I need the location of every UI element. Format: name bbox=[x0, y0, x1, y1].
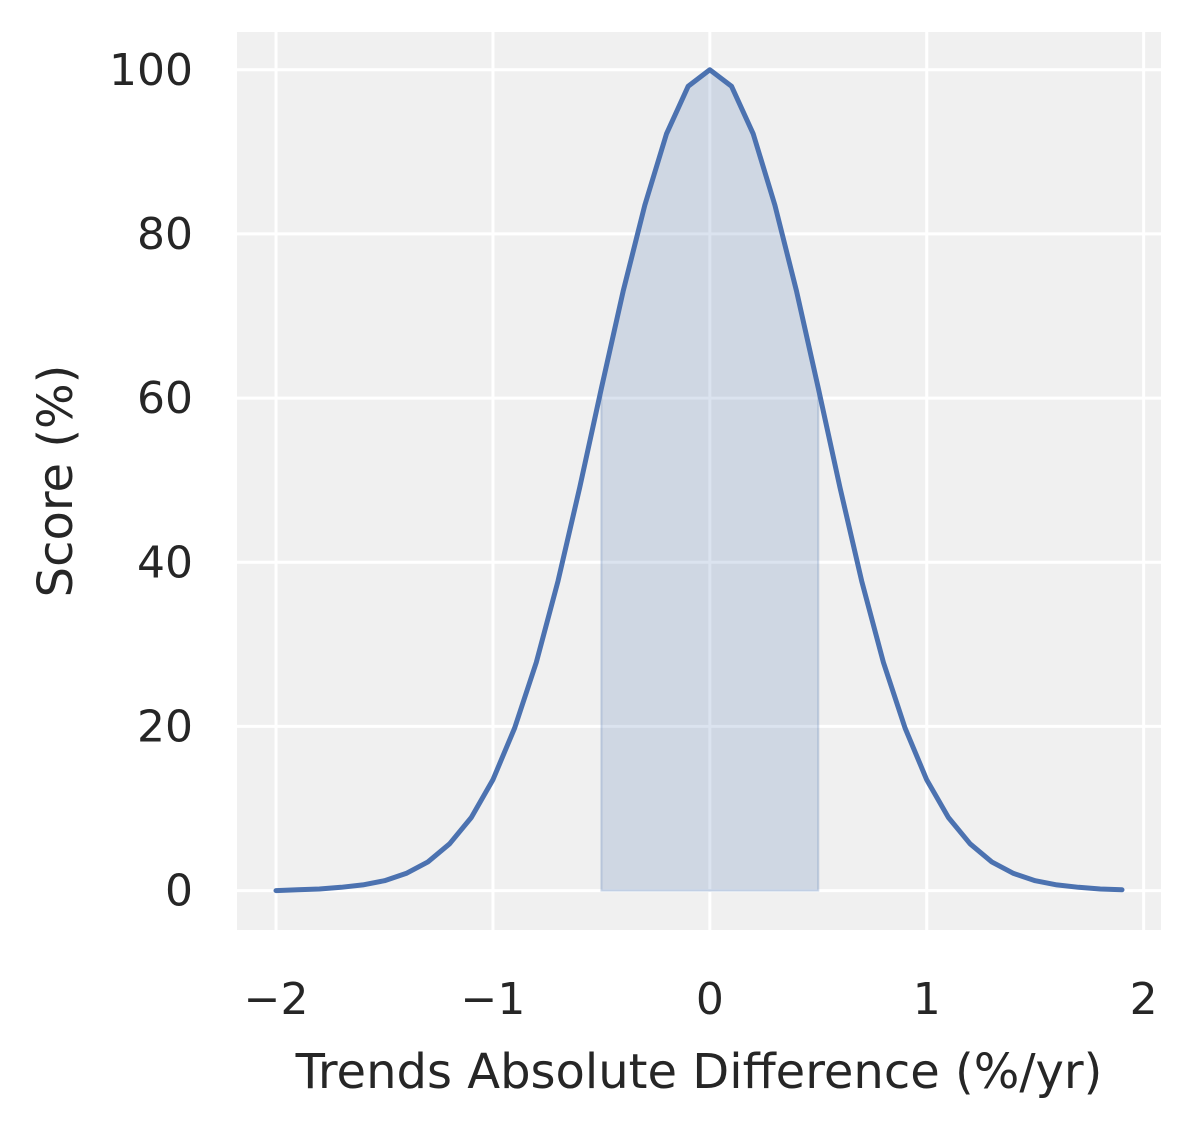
y-tick-label: 40 bbox=[137, 537, 193, 588]
x-tick-label: 2 bbox=[1130, 974, 1158, 1025]
y-tick-label: 80 bbox=[137, 209, 193, 260]
x-tick-label: −2 bbox=[244, 974, 309, 1025]
x-axis-label: Trends Absolute Difference (%/yr) bbox=[295, 1044, 1103, 1100]
y-tick-label: 60 bbox=[137, 373, 193, 424]
y-axis-label: Score (%) bbox=[28, 365, 84, 598]
x-tick-label: −1 bbox=[461, 974, 526, 1025]
x-tick-label: 1 bbox=[913, 974, 941, 1025]
score-curve bbox=[273, 67, 1125, 894]
y-tick-label: 100 bbox=[109, 45, 193, 96]
grid-lines bbox=[237, 32, 1161, 930]
series-line bbox=[273, 67, 1125, 894]
y-tick-label: 20 bbox=[137, 701, 193, 752]
plot-background bbox=[237, 32, 1161, 930]
y-tick-label: 0 bbox=[165, 866, 193, 917]
x-tick-label: 0 bbox=[696, 974, 724, 1025]
